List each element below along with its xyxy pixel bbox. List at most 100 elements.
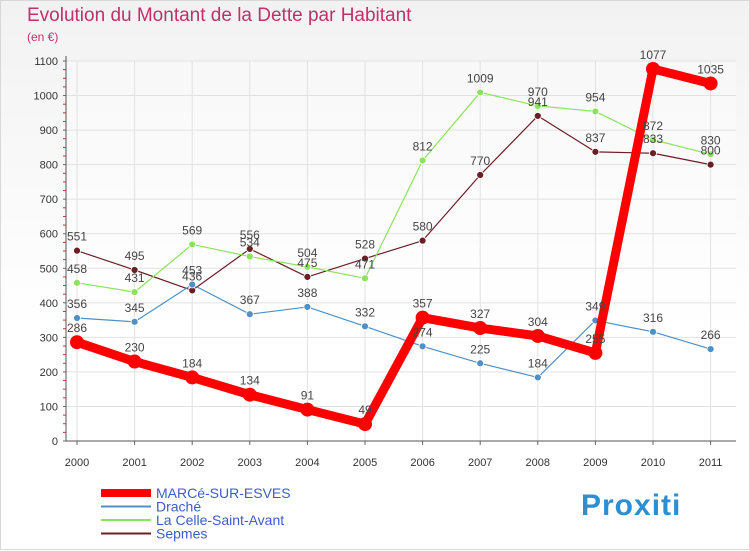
y-tick-label: 600 bbox=[40, 229, 58, 241]
data-point bbox=[591, 107, 600, 116]
data-point bbox=[649, 149, 657, 158]
data-point bbox=[533, 102, 542, 110]
data-label: 266 bbox=[701, 328, 721, 342]
data-point bbox=[473, 321, 488, 336]
data-point bbox=[530, 328, 545, 343]
data-label: 1035 bbox=[697, 62, 724, 76]
data-label: 134 bbox=[240, 374, 260, 388]
x-tick-label: 2008 bbox=[526, 457, 550, 469]
data-point bbox=[361, 254, 369, 263]
data-point bbox=[358, 417, 372, 432]
y-tick-label: 800 bbox=[40, 160, 58, 172]
data-point bbox=[245, 252, 254, 261]
data-point bbox=[242, 387, 257, 402]
x-tick-label: 2006 bbox=[410, 457, 434, 469]
data-point bbox=[706, 160, 715, 169]
x-tick-label: 2009 bbox=[583, 457, 607, 469]
data-label: 551 bbox=[67, 230, 87, 244]
chart-subtitle: (en €) bbox=[27, 30, 59, 44]
data-point bbox=[127, 354, 142, 369]
data-label: 225 bbox=[470, 342, 490, 356]
data-point bbox=[361, 322, 369, 331]
data-label: 837 bbox=[585, 131, 605, 145]
legend-label: Draché bbox=[156, 499, 201, 515]
data-point bbox=[418, 156, 427, 165]
data-label: 569 bbox=[182, 223, 202, 237]
x-tick-label: 2003 bbox=[238, 457, 262, 469]
data-label: 49 bbox=[358, 403, 372, 417]
y-tick-label: 700 bbox=[40, 194, 58, 206]
data-label: 345 bbox=[125, 301, 145, 315]
data-point bbox=[73, 278, 81, 287]
y-tick-label: 300 bbox=[40, 332, 58, 344]
legend-label: MARCé-SUR-ESVES bbox=[156, 485, 291, 501]
data-point bbox=[591, 147, 600, 156]
data-point bbox=[130, 288, 139, 297]
data-label: 356 bbox=[67, 297, 87, 311]
x-tick-label: 2001 bbox=[122, 457, 146, 469]
data-label: 504 bbox=[297, 246, 317, 260]
series-line bbox=[72, 64, 716, 429]
data-point bbox=[418, 236, 427, 245]
data-point bbox=[70, 335, 84, 350]
x-tick-label: 2011 bbox=[699, 457, 723, 469]
series-line bbox=[76, 115, 712, 291]
data-point bbox=[649, 135, 657, 144]
data-label: 349 bbox=[585, 299, 605, 313]
data-label: 316 bbox=[643, 311, 663, 325]
data-point bbox=[706, 345, 715, 354]
data-point bbox=[649, 327, 657, 336]
proxiti-logo: Proxiti bbox=[581, 489, 682, 522]
data-point bbox=[245, 245, 254, 253]
data-point bbox=[703, 76, 718, 91]
data-label: 475 bbox=[297, 256, 317, 270]
data-label: 255 bbox=[585, 332, 605, 346]
data-label: 274 bbox=[413, 325, 433, 339]
x-tick-label: 2000 bbox=[65, 457, 89, 469]
data-point bbox=[73, 246, 81, 255]
data-point bbox=[588, 345, 603, 360]
data-point bbox=[476, 88, 485, 97]
x-tick-label: 2002 bbox=[180, 457, 204, 469]
legend-label: La Celle-Saint-Avant bbox=[156, 512, 284, 528]
legend-label: Sepmes bbox=[156, 526, 207, 542]
data-label: 941 bbox=[528, 95, 548, 109]
data-point bbox=[415, 310, 430, 325]
x-tick-label: 2005 bbox=[353, 457, 377, 469]
data-label: 431 bbox=[125, 271, 145, 285]
data-point bbox=[706, 150, 715, 159]
data-label: 184 bbox=[182, 356, 202, 370]
data-point bbox=[188, 240, 197, 249]
y-tick-label: 0 bbox=[52, 436, 58, 448]
data-point bbox=[476, 359, 485, 368]
data-point bbox=[185, 370, 200, 385]
data-label: 580 bbox=[413, 220, 433, 234]
data-label: 304 bbox=[528, 315, 548, 329]
data-label: 872 bbox=[643, 119, 663, 133]
data-label: 528 bbox=[355, 238, 375, 252]
data-label: 770 bbox=[470, 154, 490, 168]
data-point bbox=[73, 314, 81, 322]
y-tick-label: 1100 bbox=[34, 56, 58, 68]
data-point bbox=[130, 266, 139, 274]
data-label: 230 bbox=[125, 341, 145, 355]
data-point bbox=[303, 303, 312, 311]
data-label: 453 bbox=[182, 264, 202, 278]
data-label: 367 bbox=[240, 293, 260, 307]
data-label: 471 bbox=[355, 257, 375, 271]
data-point bbox=[533, 112, 542, 120]
data-label: 91 bbox=[301, 389, 315, 403]
data-label: 800 bbox=[701, 144, 721, 158]
data-point bbox=[533, 373, 542, 382]
chart-title: Evolution du Montant de la Dette par Hab… bbox=[27, 5, 412, 26]
data-label: 327 bbox=[470, 307, 490, 321]
data-label: 833 bbox=[643, 132, 663, 146]
data-label: 556 bbox=[240, 228, 260, 242]
y-tick-label: 900 bbox=[40, 125, 58, 137]
data-point bbox=[303, 273, 312, 281]
data-label: 830 bbox=[701, 133, 721, 147]
data-point bbox=[303, 262, 312, 271]
data-label: 495 bbox=[125, 249, 145, 263]
data-label: 534 bbox=[240, 236, 260, 250]
